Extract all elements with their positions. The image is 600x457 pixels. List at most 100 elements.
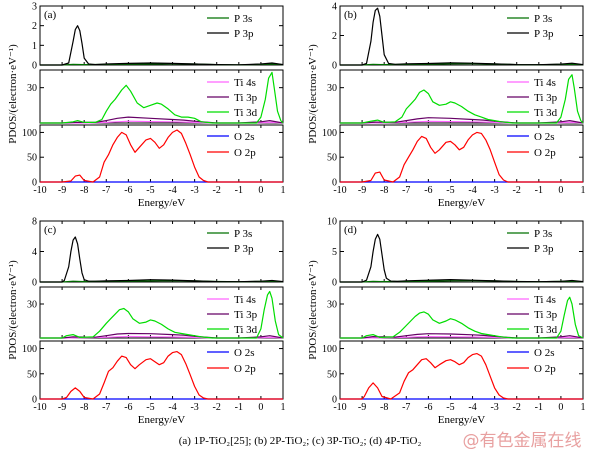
legend-label: Ti 4s [534, 294, 556, 306]
x-tick-label: -10 [33, 402, 46, 413]
x-tick-label: -3 [190, 402, 198, 413]
series-line-p-3p [340, 7, 584, 66]
legend-label: O 2s [234, 131, 254, 143]
series-line-ti-3d [340, 74, 584, 124]
legend-label: O 2s [534, 131, 554, 143]
y-tick-label: 100 [22, 344, 37, 355]
x-tick-label: -1 [235, 185, 243, 196]
series-line-o-2p [40, 351, 283, 400]
y-tick-label: 4 [32, 247, 37, 258]
x-tick-label: -2 [513, 402, 521, 413]
y-tick-label: 100 [322, 128, 337, 139]
panel-label: (c) [44, 224, 57, 236]
y-tick-label: 100 [322, 344, 337, 355]
legend-label: Ti 3p [234, 309, 258, 321]
series-line-o-2p [340, 353, 583, 400]
legend-label: P 3s [234, 228, 252, 240]
legend-label: Ti 3p [234, 92, 258, 104]
x-tick-label: -8 [380, 402, 388, 413]
x-tick-label: -4 [468, 402, 476, 413]
x-tick-label: 0 [558, 402, 563, 413]
series-line-p-3p [40, 236, 284, 283]
y-tick-label: 1 [32, 41, 37, 52]
legend-label: O 2p [234, 147, 256, 159]
series-line-ti-3d [40, 290, 284, 339]
legend-label: P 3s [234, 13, 252, 25]
panel-frame [39, 5, 284, 66]
chart-2: (c) 0 4 8 P 3s P 3p 30 Ti 4s Ti 3p Ti 3d 0 50 100 O 2… [7, 217, 286, 427]
legend-label: P 3p [534, 243, 554, 255]
legend-label: P 3s [534, 228, 552, 240]
x-tick-label: -3 [190, 185, 198, 196]
x-tick-label: -5 [446, 402, 454, 413]
x-tick-label: 0 [258, 185, 263, 196]
y-tick-label: 0 [332, 278, 337, 289]
watermark-text: @有色金属在线 [463, 431, 582, 451]
x-tick-label: -7 [402, 402, 410, 413]
legend-label: Ti 3d [534, 107, 558, 119]
y-tick-label: 5 [332, 247, 337, 258]
x-tick-label: -10 [333, 402, 346, 413]
y-tick-label: 0 [32, 278, 37, 289]
y-tick-label: 0 [332, 178, 337, 189]
x-axis-title: Energy/eV [138, 414, 186, 426]
legend-label: P 3s [534, 13, 552, 25]
x-tick-label: -1 [235, 402, 243, 413]
series-line-p-3p [340, 233, 584, 283]
x-tick-label: -2 [513, 185, 521, 196]
y-tick-label: 8 [32, 217, 37, 228]
y-tick-label: 30 [27, 83, 37, 94]
legend-label: Ti 3p [534, 92, 558, 104]
legend-label: Ti 3d [234, 107, 258, 119]
x-tick-label: -6 [124, 402, 132, 413]
x-tick-label: -10 [333, 185, 346, 196]
chart-1: (b) 0 2 4 P 3s P 3p 30 Ti 4s Ti 3p Ti 3d 0 50 100 O 2… [307, 2, 586, 210]
x-tick-label: -3 [490, 402, 498, 413]
y-axis-title: PDOS/(electron·eV⁻¹) [7, 260, 19, 360]
legend-label: Ti 3d [534, 324, 558, 336]
x-tick-label: 1 [281, 402, 286, 413]
y-tick-label: 50 [327, 369, 337, 380]
y-tick-label: 50 [27, 153, 37, 164]
y-tick-label: 30 [327, 83, 337, 94]
x-tick-label: -2 [213, 402, 221, 413]
legend-label: O 2p [534, 363, 556, 375]
chart-0: (a) 0 1 2 3 P 3s P 3p 30 Ti 4s Ti 3p Ti 3d 0 50 100 O … [7, 2, 286, 210]
panel-frame [339, 69, 584, 124]
y-tick-label: 0 [32, 61, 37, 72]
x-tick-label: 1 [281, 185, 286, 196]
x-tick-label: -7 [102, 185, 110, 196]
x-tick-label: -4 [468, 185, 476, 196]
x-axis-title: Energy/eV [138, 197, 186, 209]
series-line-ti-3d [340, 296, 584, 339]
x-tick-label: -1 [535, 185, 543, 196]
x-tick-label: -9 [358, 185, 366, 196]
y-axis-title: PDOS/(electron·eV⁻¹) [7, 44, 19, 144]
x-tick-label: -7 [102, 402, 110, 413]
y-axis-title: PDOS/(electron·eV⁻¹) [307, 44, 319, 144]
panel-frame [39, 286, 284, 339]
x-axis-title: Energy/eV [438, 197, 486, 209]
x-tick-label: -9 [58, 402, 66, 413]
legend-label: Ti 4s [534, 77, 556, 89]
x-axis-title: Energy/eV [438, 414, 486, 426]
panel-label: (b) [344, 9, 357, 21]
legend-label: O 2p [534, 147, 556, 159]
y-tick-label: 0 [332, 61, 337, 72]
x-tick-label: -6 [424, 402, 432, 413]
legend-label: P 3p [534, 28, 554, 40]
x-tick-label: -5 [146, 185, 154, 196]
y-axis-title: PDOS/(electron·eV⁻¹) [307, 260, 319, 360]
x-tick-label: -4 [168, 185, 176, 196]
x-tick-label: -8 [80, 185, 88, 196]
panel-label: (a) [44, 9, 57, 21]
x-tick-label: -10 [33, 185, 46, 196]
y-tick-label: 100 [22, 128, 37, 139]
series-line-o-2p [340, 131, 583, 183]
legend-label: O 2s [234, 347, 254, 359]
y-tick-label: 30 [327, 300, 337, 311]
y-tick-label: 50 [27, 369, 37, 380]
